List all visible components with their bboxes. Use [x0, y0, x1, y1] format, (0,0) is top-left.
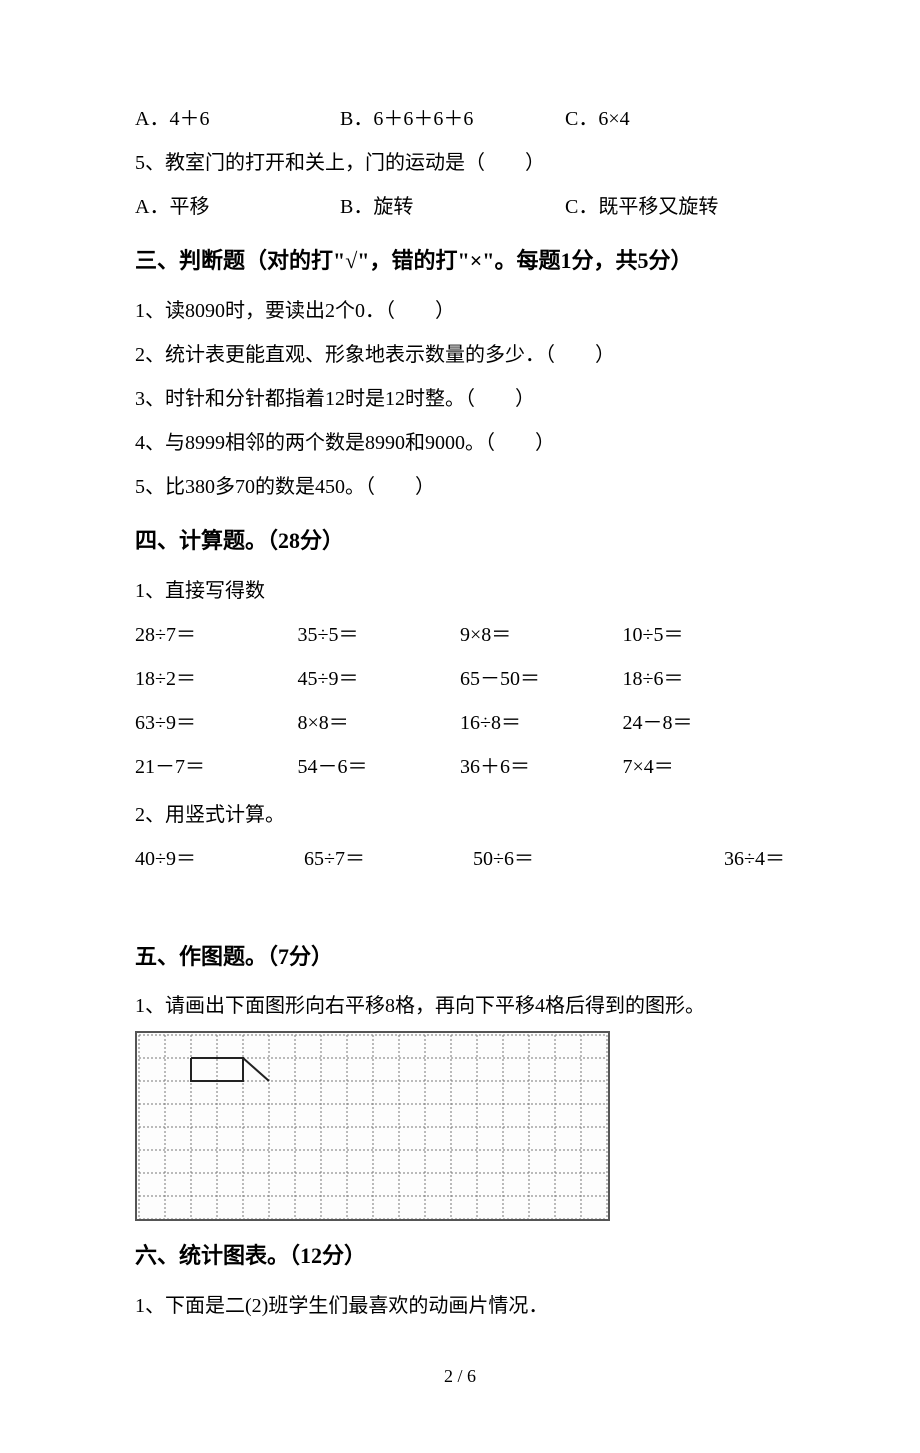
option-a: A．平移 [135, 188, 340, 226]
calc-grid-1: 28÷7＝ 35÷5＝ 9×8＝ 10÷5＝ 18÷2＝ 45÷9＝ 65－50… [135, 616, 785, 792]
option-c: C．既平移又旋转 [565, 188, 718, 226]
option-b: B．旋转 [340, 188, 565, 226]
calc-item: 54－6＝ [298, 748, 461, 786]
calc-item: 65÷7＝ [304, 840, 473, 878]
calc-item: 35÷5＝ [298, 616, 461, 654]
section-6-head: 六、统计图表。（12分） [135, 1235, 785, 1277]
section-5-head: 五、作图题。（7分） [135, 936, 785, 978]
grid-svg [137, 1033, 609, 1221]
section-4-head: 四、计算题。（28分） [135, 520, 785, 562]
sec6-q1: 1、下面是二(2)班学生们最喜欢的动画片情况． [135, 1287, 785, 1325]
calc-item: 8×8＝ [298, 704, 461, 742]
calc-item: 36＋6＝ [460, 748, 623, 786]
question-5-text: 5、教室门的打开和关上，门的运动是（ ） [135, 144, 785, 182]
calc-item: 45÷9＝ [298, 660, 461, 698]
calc-item: 65－50＝ [460, 660, 623, 698]
calc-item: 9×8＝ [460, 616, 623, 654]
calc-item: 7×4＝ [623, 748, 786, 786]
sec3-q1: 1、读8090时，要读出2个0．（ ） [135, 292, 785, 330]
option-b: B．6＋6＋6＋6 [340, 100, 565, 138]
calc-item: 63÷9＝ [135, 704, 298, 742]
page-footer: 2 / 6 [135, 1359, 785, 1393]
calc-item: 21－7＝ [135, 748, 298, 786]
calc-item: 18÷6＝ [623, 660, 786, 698]
calc-item: 10÷5＝ [623, 616, 786, 654]
calc-item: 24－8＝ [623, 704, 786, 742]
sec3-q2: 2、统计表更能直观、形象地表示数量的多少．（ ） [135, 336, 785, 374]
sec4-sub2: 2、用竖式计算。 [135, 796, 785, 834]
sec3-q3: 3、时针和分针都指着12时是12时整。（ ） [135, 380, 785, 418]
translation-grid-figure [135, 1031, 610, 1221]
calc-item: 16÷8＝ [460, 704, 623, 742]
sec5-q1: 1、请画出下面图形向右平移8格，再向下平移4格后得到的图形。 [135, 987, 785, 1025]
option-a: A．4＋6 [135, 100, 340, 138]
calc-grid-2: 40÷9＝ 65÷7＝ 50÷6＝ 36÷4＝ [135, 840, 785, 878]
calc-item: 28÷7＝ [135, 616, 298, 654]
sec3-q4: 4、与8999相邻的两个数是8990和9000。（ ） [135, 424, 785, 462]
calc-item: 18÷2＝ [135, 660, 298, 698]
mc-options-row-prev: A．4＋6 B．6＋6＋6＋6 C．6×4 [135, 100, 785, 138]
option-c: C．6×4 [565, 100, 630, 138]
calc-item: 36÷4＝ [642, 840, 785, 878]
mc-options-row-q5: A．平移 B．旋转 C．既平移又旋转 [135, 188, 785, 226]
calc-item: 50÷6＝ [473, 840, 642, 878]
sec4-sub1: 1、直接写得数 [135, 572, 785, 610]
sec3-q5: 5、比380多70的数是450。（ ） [135, 468, 785, 506]
calc-item: 40÷9＝ [135, 840, 304, 878]
section-3-head: 三、判断题（对的打"√"，错的打"×"。每题1分，共5分） [135, 240, 785, 282]
